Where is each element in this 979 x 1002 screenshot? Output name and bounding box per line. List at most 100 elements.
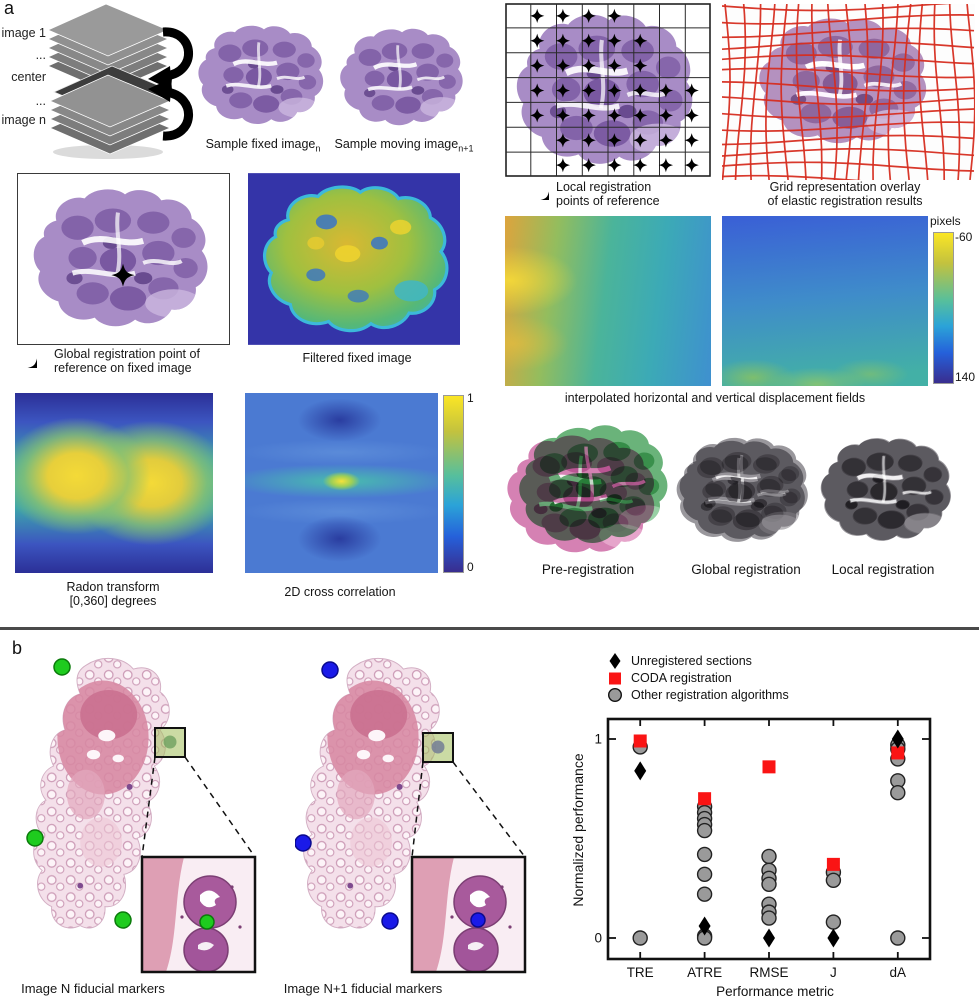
chart-legend: Unregistered sections CODA registration Ot… xyxy=(606,652,789,703)
radon-caption-l2: [0,360] degrees xyxy=(69,594,157,608)
data-point-diamond xyxy=(891,729,904,749)
zoom-connector xyxy=(141,756,156,858)
data-point-circle xyxy=(890,930,906,946)
legend-item: Unregistered sections xyxy=(606,652,789,669)
stack-label-imagen: image n xyxy=(1,113,46,127)
local-grid-caption-l1: Local registration xyxy=(556,180,652,194)
deformed-grid-line xyxy=(722,67,975,79)
deformed-grid-line xyxy=(722,14,975,25)
legend-square-icon xyxy=(609,672,621,684)
image-n1-fiducial-figure xyxy=(295,648,527,974)
stack-label-center: center xyxy=(11,70,46,84)
xcorr-colorbar-min: 0 xyxy=(467,560,474,574)
image-stack-diagram xyxy=(47,3,193,159)
bottom-stack xyxy=(49,74,172,155)
top-stack xyxy=(47,3,170,93)
data-point-diamond xyxy=(698,916,711,936)
deformed-grid-line xyxy=(826,4,838,180)
deformed-grid-lines xyxy=(722,4,975,180)
fiducial-marker-inset xyxy=(199,914,215,930)
data-point-diamond xyxy=(763,928,775,948)
elastic-grid-image xyxy=(722,4,975,180)
inset-frame xyxy=(410,855,527,974)
x-tick-label: RMSE xyxy=(749,965,788,980)
data-point-square xyxy=(698,792,712,806)
panel-a-label: a xyxy=(4,0,15,18)
image-n1-caption: Image N+1 fiducial markers xyxy=(283,981,443,996)
deformed-grid-line xyxy=(966,4,975,180)
data-point-circle xyxy=(761,848,777,865)
chart-y-axis-label: Normalized performance xyxy=(570,753,586,907)
displacement-colorbar-min: 140 xyxy=(955,370,976,384)
radon-caption-l1: Radon transform xyxy=(66,580,160,594)
deformed-grid-line xyxy=(749,4,762,180)
inset-frame xyxy=(140,855,257,974)
deformed-grid-line xyxy=(872,4,884,180)
deformed-grid-line xyxy=(887,4,899,180)
data-point-circle xyxy=(696,822,713,839)
sample-fixed-caption-text: Sample fixed image xyxy=(205,137,316,151)
displacement-caption: interpolated horizontal and vertical dis… xyxy=(564,391,866,405)
data-point-circle xyxy=(761,876,777,892)
filtered-caption: Filtered fixed image xyxy=(302,351,412,365)
fiducial-marker xyxy=(53,658,71,676)
global-point-image xyxy=(22,178,224,338)
deformed-grid-line xyxy=(918,4,929,180)
data-point-circle xyxy=(761,910,777,926)
data-point-circle xyxy=(696,886,713,902)
cross-correlation-image xyxy=(245,393,438,573)
fiducial-marker xyxy=(26,829,44,847)
fiducial-marker xyxy=(114,911,132,929)
deformed-grid-line xyxy=(722,134,975,146)
y-tick-label: 1 xyxy=(594,732,602,747)
data-point-circle xyxy=(696,866,713,883)
deformed-grid-line xyxy=(722,54,975,65)
deformed-grid-line xyxy=(722,4,953,12)
stack-label-image1: image 1 xyxy=(1,26,46,40)
plot-border xyxy=(606,717,932,961)
global-registration-image xyxy=(668,425,820,555)
stack-label-dots-top: ... xyxy=(35,48,46,62)
xcorr-colorbar xyxy=(443,395,464,573)
sample-moving-caption-sub: n+1 xyxy=(458,143,474,154)
local-grid-caption: Local registration points of reference xyxy=(556,180,716,208)
sample-fixed-image xyxy=(190,14,335,136)
x-tick-label: TRE xyxy=(627,965,654,980)
deformed-grid-line xyxy=(845,4,854,180)
fiducial-marker xyxy=(295,834,312,852)
deformed-grid-line xyxy=(722,27,975,39)
data-point-square xyxy=(891,746,905,760)
zoom-connector xyxy=(411,761,424,858)
cycle-arrow-bottom-icon xyxy=(148,78,193,141)
panel-b-label: b xyxy=(12,638,23,658)
global-registration-caption: Global registration xyxy=(691,562,801,577)
deformed-grid-line xyxy=(933,4,946,180)
global-point-caption: Global registration point of reference o… xyxy=(54,347,244,375)
sample-moving-caption: Sample moving imagen+1 xyxy=(324,137,484,156)
legend-diamond-icon xyxy=(609,652,621,669)
deformed-grid-line xyxy=(722,148,975,157)
zoom-connector xyxy=(184,756,256,858)
deformed-grid-line xyxy=(722,81,975,92)
legend-item-label: Other registration algorithms xyxy=(631,687,789,702)
legend-circle-icon xyxy=(607,687,623,702)
legend-item-label: CODA registration xyxy=(631,670,732,685)
local-registration-image xyxy=(812,425,964,555)
displacement-colorbar xyxy=(933,232,954,384)
displacement-colorbar-max: -60 xyxy=(955,230,973,244)
fiducial-marker-inset xyxy=(470,912,486,928)
panel-divider xyxy=(0,627,979,630)
fiducial-marker xyxy=(321,661,339,679)
sample-moving-image xyxy=(332,18,474,136)
grid-lines xyxy=(506,4,710,176)
filtered-fixed-image xyxy=(248,173,460,345)
displacement-colorbar-unit: pixels xyxy=(930,214,961,228)
zoom-connector xyxy=(452,761,526,858)
deformed-grid-line xyxy=(722,108,975,119)
xcorr-caption: 2D cross correlation xyxy=(284,585,396,599)
data-point-circle xyxy=(632,930,648,946)
sample-fixed-caption-sub: n xyxy=(315,143,321,154)
data-point-square xyxy=(826,857,840,871)
data-point-square xyxy=(762,760,776,774)
